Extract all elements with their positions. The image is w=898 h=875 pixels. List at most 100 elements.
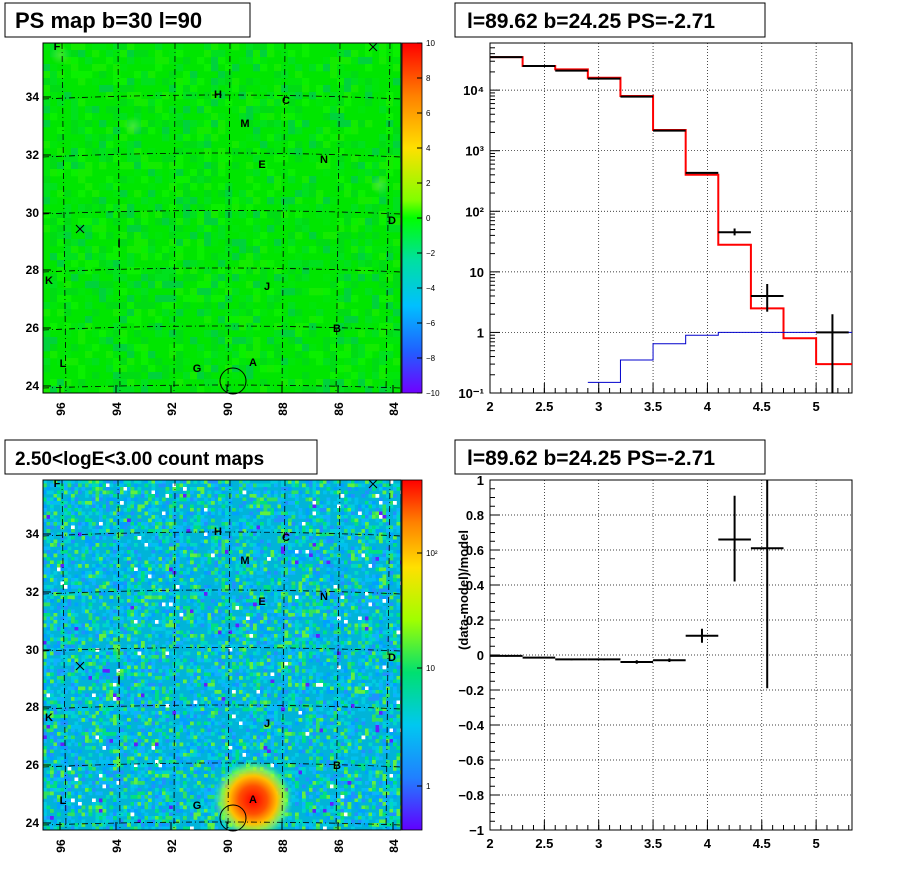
map-pixel: [382, 581, 387, 586]
map-pixel: [190, 525, 194, 530]
map-pixel: [64, 487, 68, 491]
map-pixel: [375, 665, 380, 670]
map-pixel: [347, 641, 352, 645]
map-pixel: [64, 634, 68, 638]
map-pixel: [162, 592, 166, 596]
map-pixel: [155, 532, 159, 537]
map-pixel: [375, 637, 380, 642]
map-pixel: [78, 669, 82, 673]
map-pixel: [298, 662, 303, 666]
map-pixel: [116, 686, 121, 691]
map-pixel: [81, 676, 86, 680]
map-pixel: [249, 665, 254, 670]
map-pixel: [211, 344, 219, 352]
map-pixel: [302, 676, 306, 680]
map-pixel: [323, 344, 331, 352]
map-pixel: [260, 113, 268, 121]
map-pixel: [337, 134, 345, 142]
map-pixel: [176, 627, 180, 631]
map-pixel: [333, 655, 338, 659]
map-pixel: [211, 218, 219, 226]
map-pixel: [204, 351, 212, 359]
map-pixel: [46, 501, 51, 505]
map-pixel: [113, 494, 117, 498]
map-pixel: [155, 64, 163, 72]
map-pixel: [260, 504, 264, 509]
map-pixel: [99, 599, 103, 603]
map-pixel: [218, 50, 226, 58]
map-pixel: [333, 567, 338, 572]
map-pixel: [281, 627, 285, 631]
map-pixel: [190, 623, 194, 628]
map-pixel: [260, 211, 268, 219]
map-pixel: [221, 676, 226, 680]
map-pixel: [95, 613, 100, 617]
map-pixel: [211, 57, 219, 65]
map-pixel: [274, 557, 278, 561]
map-pixel: [365, 578, 369, 582]
map-pixel: [281, 655, 285, 659]
map-pixel: [214, 490, 219, 495]
map-pixel: [312, 490, 317, 495]
map-pixel: [109, 588, 114, 593]
map-pixel: [158, 518, 163, 523]
map-pixel: [386, 511, 390, 516]
map-pixel: [228, 644, 233, 649]
map-pixel: [239, 295, 247, 303]
map-pixel: [253, 169, 261, 177]
map-pixel: [99, 218, 107, 226]
map-pixel: [340, 676, 345, 680]
map-pixel: [277, 609, 282, 614]
map-pixel: [141, 239, 149, 247]
map-pixel: [319, 543, 324, 547]
map-pixel: [302, 630, 306, 635]
map-pixel: [123, 532, 128, 537]
map-pixel: [120, 648, 124, 652]
map-pixel: [274, 497, 278, 502]
map-pixel: [368, 595, 373, 600]
map-pixel: [302, 574, 306, 579]
map-pixel: [249, 525, 254, 530]
map-pixel: [50, 386, 58, 393]
map-pixel: [130, 616, 135, 621]
map-pixel: [71, 644, 75, 649]
map-pixel: [239, 648, 243, 652]
map-pixel: [50, 155, 58, 163]
map-pixel: [330, 490, 334, 495]
map-pixel: [323, 358, 331, 366]
map-pixel: [277, 644, 282, 649]
map-pixel: [379, 372, 387, 380]
map-pixel: [316, 536, 320, 540]
map-pixel: [326, 567, 331, 572]
map-pixel: [379, 616, 383, 621]
map-pixel: [71, 99, 79, 107]
map-pixel: [176, 120, 184, 128]
map-pixel: [228, 599, 233, 603]
map-pixel: [144, 648, 149, 652]
map-pixel: [141, 494, 145, 498]
map-pixel: [106, 260, 114, 268]
map-pixel: [53, 592, 58, 596]
map-pixel: [144, 609, 149, 614]
map-pixel: [102, 669, 107, 673]
map-pixel: [64, 330, 72, 338]
map-pixel: [190, 141, 198, 149]
map-pixel: [225, 480, 229, 484]
map-pixel: [225, 183, 233, 191]
map-pixel: [253, 515, 257, 519]
map-pixel: [239, 606, 243, 610]
map-pixel: [155, 99, 163, 107]
map-pixel: [50, 560, 54, 565]
map-pixel: [354, 599, 359, 603]
map-pixel: [172, 511, 177, 516]
map-pixel: [242, 665, 247, 670]
map-pixel: [155, 497, 159, 502]
map-pixel: [57, 225, 65, 233]
map-pixel: [127, 662, 131, 666]
map-pixel: [337, 522, 341, 526]
map-pixel: [211, 515, 215, 519]
map-pixel: [274, 134, 282, 142]
map-pixel: [130, 627, 135, 631]
map-pixel: [365, 658, 369, 663]
map-pixel: [312, 644, 317, 649]
